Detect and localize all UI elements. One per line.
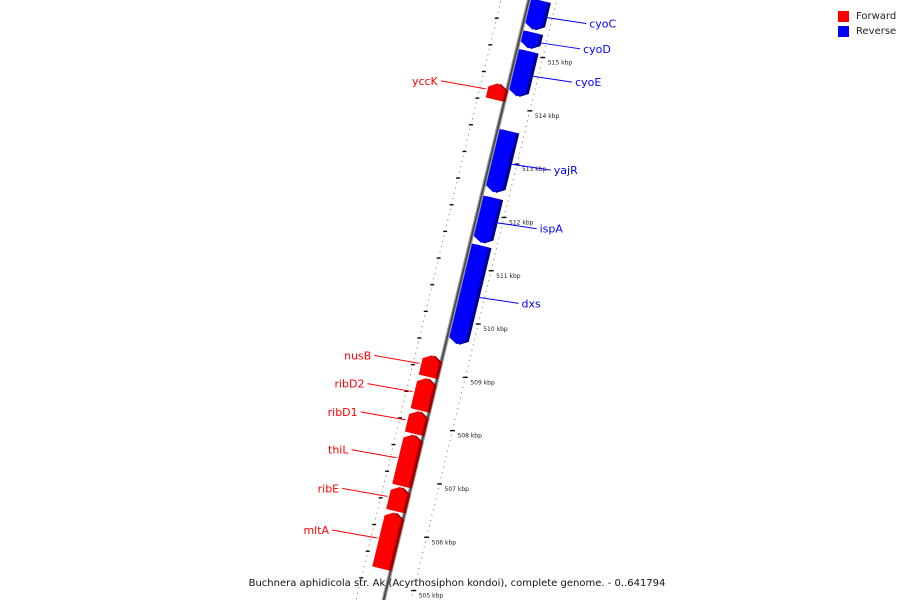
gene-label-ispA: ispA [540, 223, 564, 236]
tick-label: 511 kbp [496, 273, 521, 280]
gene-label-yccK: yccK [412, 75, 439, 88]
gene-label-mltA: mltA [303, 524, 329, 537]
gene-leader-line [531, 75, 573, 83]
tick-label: 512 kbp [509, 219, 534, 226]
gene-label-yajR: yajR [554, 164, 578, 177]
tick-label: 515 kbp [548, 60, 573, 67]
gene-leader-line [342, 487, 388, 497]
gene-ribD2-feature[interactable] [410, 378, 434, 413]
gene-mltA-feature[interactable] [372, 512, 402, 571]
gene-label-cyoD: cyoD [583, 43, 611, 56]
strand-legend: Forward Reverse [838, 9, 896, 39]
gene-yccK-feature[interactable] [485, 83, 505, 102]
gene-label-ribD1: ribD1 [328, 406, 358, 419]
gene-leader-line [331, 529, 378, 539]
gene-yajR-feature[interactable] [486, 128, 517, 193]
tick-label: 506 kbp [432, 539, 457, 546]
gene-leader-line [510, 163, 551, 171]
gene-cyoE-feature[interactable] [509, 49, 536, 97]
gene-label-ribD2: ribD2 [334, 378, 364, 391]
gene-nusB-feature[interactable] [418, 355, 440, 379]
gene-label-dxs: dxs [522, 297, 541, 310]
reverse-swatch [838, 26, 849, 37]
tick-label: 510 kbp [483, 326, 508, 333]
gene-labels: mltA ribE thiL ribD1 ribD2 nusB dxs ispA yajR ycc… [303, 17, 617, 539]
tick-label: 514 kbp [535, 113, 560, 120]
gene-leader-line [478, 296, 519, 304]
gene-ispA-feature[interactable] [473, 195, 501, 243]
tick-label: 508 kbp [457, 433, 482, 440]
legend-reverse: Reverse [838, 24, 896, 39]
gene-ribD1-feature[interactable] [404, 411, 426, 436]
gene-ribE-feature[interactable] [386, 486, 408, 513]
gene-features [372, 0, 551, 572]
legend-reverse-label: Reverse [856, 26, 897, 37]
gene-label-ribE: ribE [318, 482, 340, 495]
gene-leader-line [546, 17, 587, 24]
gene-cyoC-feature[interactable] [525, 0, 548, 30]
dotted-guide-track [355, 0, 557, 600]
gene-label-nusB: nusB [344, 349, 371, 362]
legend-forward-label: Forward [856, 11, 897, 22]
tick-label: 507 kbp [445, 486, 470, 493]
tick-label: 509 kbp [470, 379, 495, 386]
gene-label-cyoC: cyoC [589, 17, 616, 30]
gene-leader-line [374, 354, 420, 364]
gene-thiL-feature[interactable] [392, 434, 420, 488]
forward-swatch [838, 11, 849, 22]
gene-leader-line [351, 449, 397, 459]
gene-label-thiL: thiL [328, 444, 349, 457]
gene-leader-line [540, 42, 581, 50]
gene-cyoD-feature[interactable] [520, 30, 541, 49]
gene-leader-line [360, 411, 406, 421]
gene-leader-line [367, 383, 413, 393]
genome-caption: Buchnera aphidicola str. Ak (Acyrthosiph… [248, 578, 666, 589]
tick-label: 505 kbp [419, 593, 444, 600]
tick-label: 513 kbp [522, 166, 547, 173]
gene-leader-line [496, 222, 537, 230]
legend-forward: Forward [838, 9, 896, 24]
gene-dxs-feature[interactable] [449, 243, 489, 345]
scale-ticks: 505 kbp 506 kbp 507 kbp 508 kbp 509 kbp 510 k… [411, 56, 573, 600]
gene-label-cyoE: cyoE [575, 76, 601, 89]
gene-leader-line [440, 80, 486, 90]
